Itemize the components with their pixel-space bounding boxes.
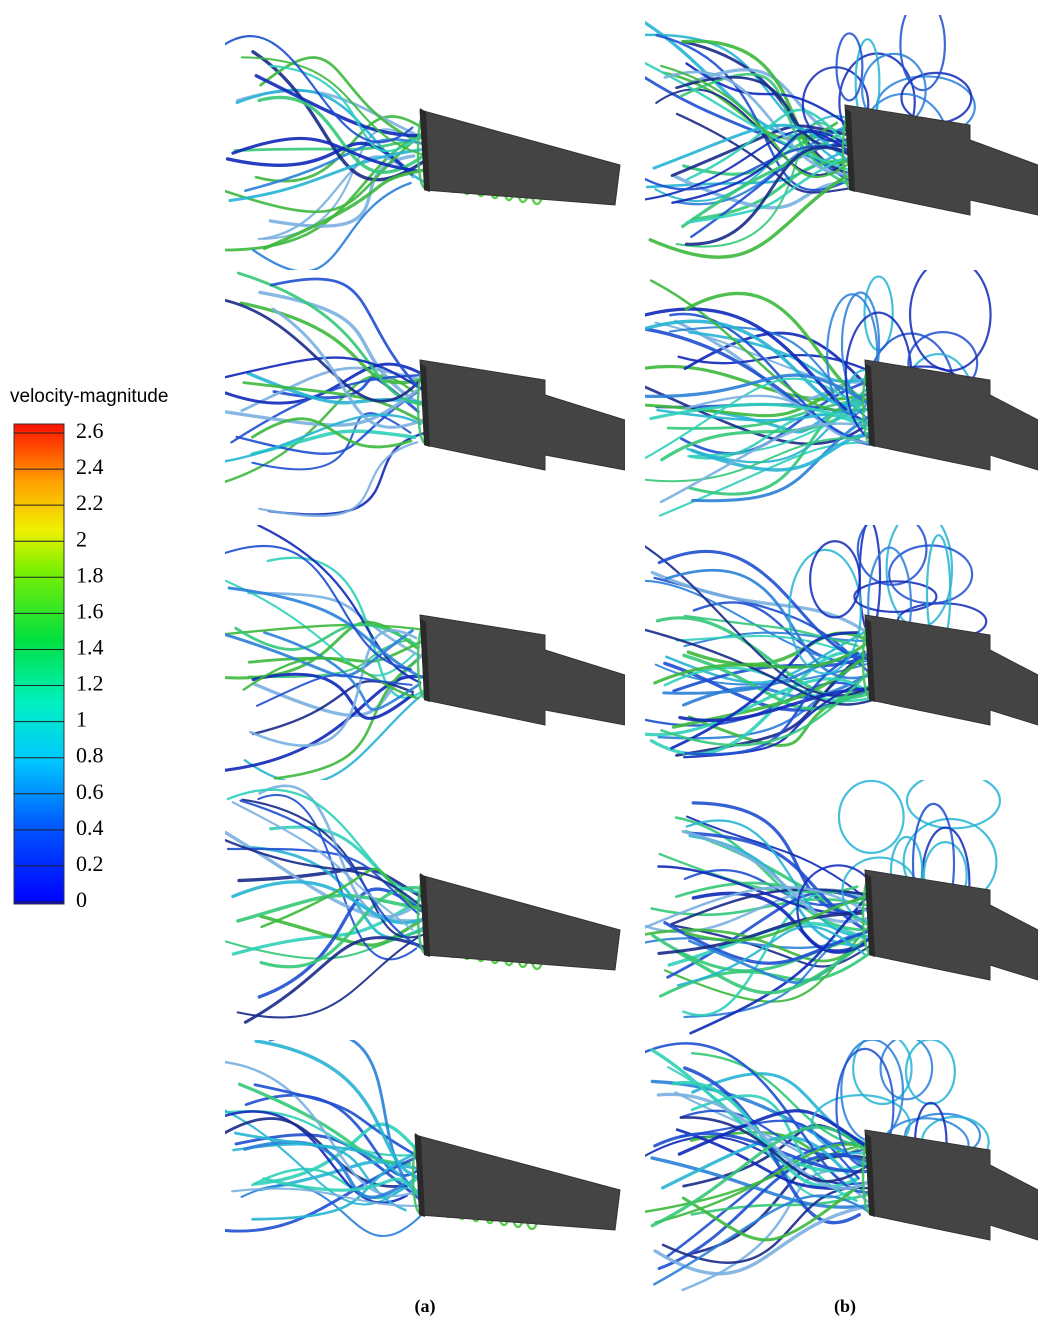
colorbar-tick-label: 1.8: [76, 562, 104, 587]
panel-content: [215, 525, 625, 783]
vortex-loop: [841, 1040, 903, 1141]
panel-content: [635, 0, 1038, 257]
panels: [215, 0, 1038, 1290]
figure: velocity-magnitude (a) (b) 0 0.2 0.4 0.6 0.8…: [0, 0, 1038, 1320]
caption-b: (b): [834, 1296, 856, 1317]
colorbar-tick-label: 0.4: [76, 815, 104, 840]
streamline: [245, 938, 431, 1023]
streamline: [233, 802, 413, 929]
colorbar: [14, 424, 64, 904]
panel-content: [217, 273, 625, 516]
legend-title: velocity-magnitude: [10, 386, 168, 407]
streamline: [679, 355, 881, 376]
flow-panel: [217, 273, 625, 516]
colorbar-tick-label: 1: [76, 707, 87, 732]
beam: [420, 110, 620, 205]
beam: [420, 875, 620, 970]
page: {"legend": {"title": "velocity-magnitude…: [0, 0, 1038, 1320]
panel-content: [636, 773, 1038, 1033]
colorbar-tick-label: 2.4: [76, 454, 104, 479]
panel-content: [215, 36, 620, 271]
beam: [865, 1130, 1038, 1240]
colorbar-tick-label: 0.6: [76, 779, 104, 804]
beam: [865, 870, 1038, 980]
flow-panel: [637, 1033, 1038, 1290]
streamline: [237, 90, 430, 185]
beam: [420, 360, 625, 470]
flow-panel: [636, 773, 1038, 1033]
caption-a: (a): [415, 1296, 436, 1317]
beam: [865, 360, 1038, 470]
colorbar-tick-label: 0.8: [76, 743, 104, 768]
streamline: [642, 438, 860, 481]
panel-content: [637, 1033, 1038, 1290]
streamline: [215, 676, 433, 771]
vortex-loop: [906, 1040, 955, 1104]
colorbar-tick-label: 1.2: [76, 671, 104, 696]
beam: [845, 105, 1038, 215]
panel-content: [215, 1032, 620, 1236]
panel-content: [215, 786, 620, 1022]
beam: [420, 615, 625, 725]
flow-panel: [215, 786, 620, 1022]
flow-panel: [215, 1032, 620, 1236]
colorbar-tick-label: 0.2: [76, 851, 104, 876]
flow-panel: [641, 510, 1038, 757]
colorbar-tick-label: 1.6: [76, 598, 104, 623]
panel-content: [641, 510, 1038, 757]
colorbar-tick-label: 0: [76, 887, 87, 912]
panel-content: [636, 258, 1038, 515]
colorbar-tick-label: 1.4: [76, 635, 104, 660]
beam: [415, 1135, 620, 1230]
streamline: [217, 36, 412, 142]
colorbar-tick-label: 2.6: [76, 418, 104, 443]
vortex-loop: [839, 781, 904, 853]
beam: [865, 615, 1038, 725]
streamline: [244, 383, 433, 428]
flow-panel: [215, 36, 620, 271]
streamline: [660, 442, 880, 516]
colorbar-tick-label: 2: [76, 526, 87, 551]
flow-panel: [215, 525, 625, 783]
vortex-loop: [910, 258, 991, 370]
streamline: [252, 431, 415, 454]
colorbar-tick-label: 2.2: [76, 490, 104, 515]
flow-panel: [636, 258, 1038, 515]
flow-panel: [635, 0, 1038, 257]
